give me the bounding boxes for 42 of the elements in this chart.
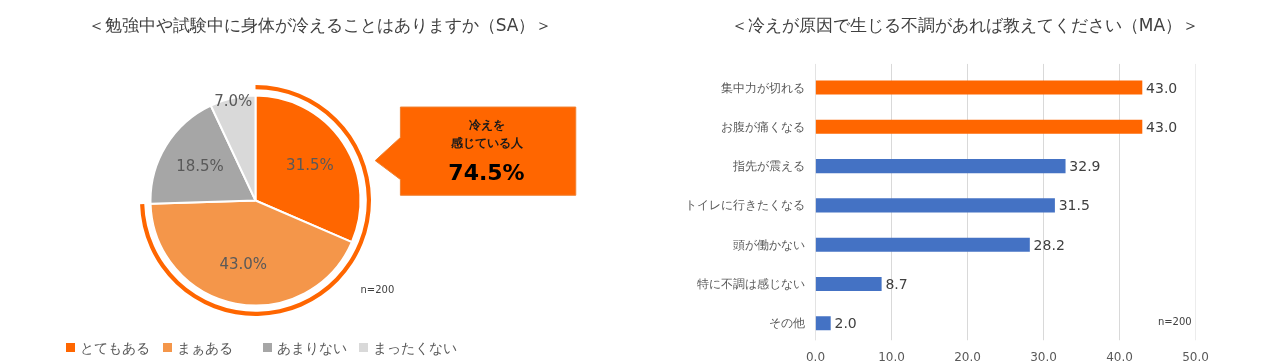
x-tick-label: 20.0 — [954, 349, 981, 361]
bar — [815, 316, 831, 331]
text: 感じている人 — [449, 135, 524, 150]
chart-title: ＜勉強中や試験中に身体が冷えることはありますか（SA）＞ — [87, 14, 553, 37]
data-label: 43.0 — [1146, 79, 1178, 96]
bar — [815, 80, 1143, 95]
bar — [815, 119, 1143, 134]
text: 74.5% — [448, 159, 525, 185]
y-tick-label: 頭が働かない — [732, 237, 805, 252]
y-tick-label: お腹が痛くなる — [720, 119, 805, 134]
y-tick-label: 特に不調は感じない — [696, 277, 805, 291]
data-label: 43.0 — [1146, 118, 1178, 135]
data-label: 8.7 — [885, 276, 908, 292]
y-tick-label: 集中力が切れる — [720, 80, 805, 95]
bar — [815, 159, 1066, 174]
data-label: 28.2 — [1033, 236, 1065, 253]
legend-label: まったくない — [372, 339, 457, 356]
legend-label: あまりない — [276, 339, 347, 356]
bar — [815, 198, 1055, 213]
data-label: 32.9 — [1069, 158, 1101, 175]
legend-label: とてもある — [79, 339, 150, 356]
bar — [815, 276, 882, 292]
bar — [815, 237, 1030, 252]
x-tick-label: 30.0 — [1030, 349, 1057, 361]
data-label: 43.0% — [219, 255, 268, 274]
legend-label: まぁある — [176, 339, 233, 356]
annotation: n=200 — [1157, 316, 1192, 328]
x-tick-label: 50.0 — [1182, 349, 1209, 361]
text: n=200 — [360, 284, 395, 296]
y-tick-label: その他 — [768, 316, 805, 331]
x-tick-label: 0.0 — [805, 349, 826, 361]
data-label: 7.0% — [214, 92, 253, 111]
data-label: 31.5% — [286, 155, 334, 174]
data-label: 2.0 — [834, 315, 857, 332]
x-tick-label: 40.0 — [1106, 349, 1133, 361]
y-tick-label: 指先が震える — [731, 159, 805, 174]
data-label: 31.5 — [1058, 197, 1090, 214]
data-label: 18.5% — [176, 157, 224, 176]
y-tick-label: トイレに行きたくなる — [684, 198, 805, 213]
text: 冷えを — [468, 117, 505, 132]
x-tick-label: 10.0 — [878, 349, 905, 361]
chart-title: ＜冷えが原因で生じる不調があれば教えてください（MA）＞ — [730, 14, 1200, 37]
